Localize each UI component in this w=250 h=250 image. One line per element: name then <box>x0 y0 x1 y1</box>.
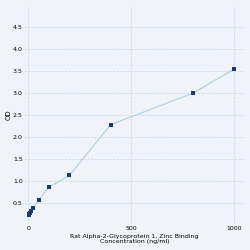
Point <box>27 212 31 216</box>
Point <box>232 67 236 71</box>
X-axis label: Rat Alpha-2-Glycoprotein 1, Zinc Binding
Concentration (ng/ml): Rat Alpha-2-Glycoprotein 1, Zinc Binding… <box>70 234 198 244</box>
Point <box>47 185 51 189</box>
Point <box>36 198 40 202</box>
Point <box>68 174 71 178</box>
Point <box>28 212 32 216</box>
Point <box>191 91 195 95</box>
Point <box>29 209 33 213</box>
Y-axis label: OD: OD <box>6 110 12 120</box>
Point <box>32 206 36 210</box>
Point <box>27 213 31 217</box>
Point <box>109 123 113 127</box>
